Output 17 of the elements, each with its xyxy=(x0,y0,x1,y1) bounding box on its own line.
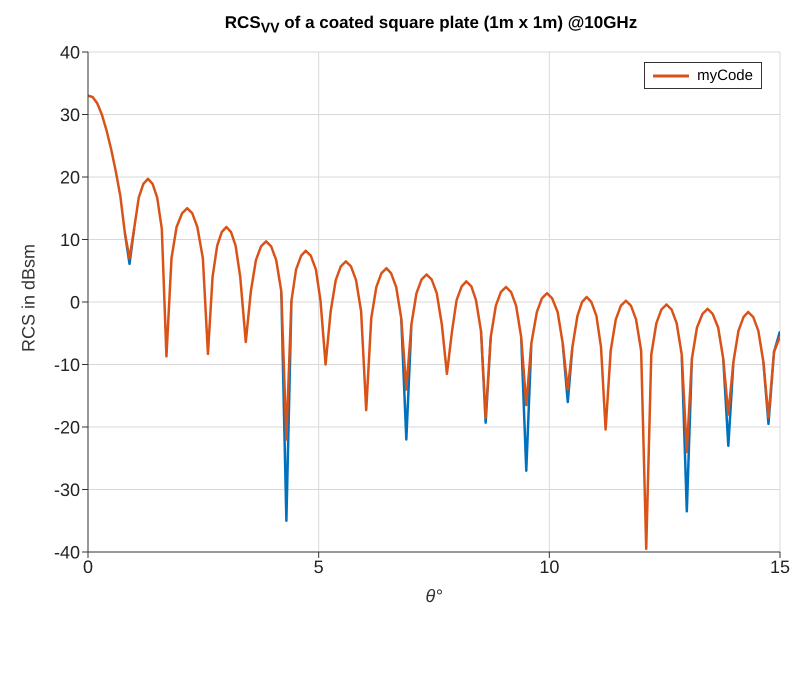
y-tick-label: 10 xyxy=(60,230,80,250)
y-tick-label: -40 xyxy=(54,542,80,562)
chart-title: RCS$_{VV}$ of a coated square plate (1m x 1m) @10GHz xyxy=(224,12,638,38)
x-tick-label: 15 xyxy=(770,556,790,577)
y-tick-label: -20 xyxy=(54,417,80,438)
x-tick-label: 0 xyxy=(82,556,94,577)
x-tick-label: 10 xyxy=(539,556,560,577)
y-tick-label: -10 xyxy=(54,354,80,375)
y-tick-label: -30 xyxy=(54,480,80,500)
y-tick-label: 0 xyxy=(70,292,80,312)
x-axis-title: θ° xyxy=(426,586,442,606)
x-tick-label: 5 xyxy=(314,556,324,577)
y-tick-label: 40 xyxy=(60,42,80,62)
y-axis-title: RCS in dBsm xyxy=(18,244,38,352)
legend-label: myCode xyxy=(697,67,753,84)
y-tick-label: 20 xyxy=(60,167,80,188)
y-tick-label: 30 xyxy=(60,104,80,125)
